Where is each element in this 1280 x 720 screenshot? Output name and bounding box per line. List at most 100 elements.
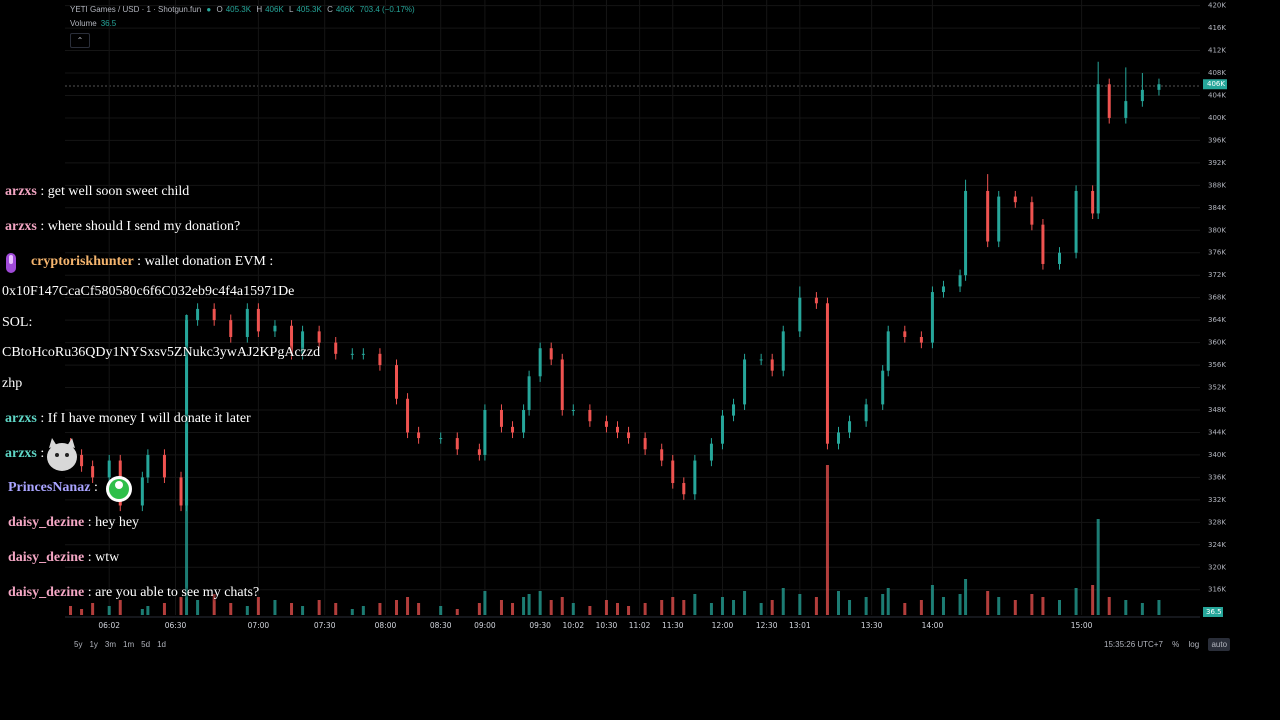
- ohlc-value: 406K: [265, 5, 284, 14]
- collapse-button[interactable]: ⌃: [70, 33, 90, 48]
- auto-button[interactable]: auto: [1208, 638, 1231, 651]
- chat-text: get well soon sweet child: [47, 184, 190, 199]
- y-tick-label: 380K: [1208, 226, 1226, 234]
- range-button[interactable]: 3m: [104, 640, 117, 649]
- range-button[interactable]: 1m: [123, 640, 135, 649]
- chat-user: PrincesNanaz: [8, 480, 98, 495]
- range-button[interactable]: 5d: [141, 640, 151, 649]
- percent-button[interactable]: %: [1172, 640, 1180, 649]
- volume-bar: [179, 597, 183, 615]
- candle-body: [549, 348, 553, 360]
- x-tick-label: 14:00: [922, 621, 944, 630]
- volume-bar: [229, 603, 233, 615]
- candle-body: [146, 454, 150, 478]
- range-button[interactable]: 5y: [74, 640, 83, 649]
- volume-bar: [80, 609, 84, 615]
- y-tick-label: 372K: [1208, 271, 1226, 279]
- volume-bar: [886, 588, 890, 615]
- candle-body: [886, 331, 890, 371]
- candle-body: [1091, 190, 1095, 214]
- chat-text: hey hey: [95, 515, 140, 530]
- volume-bar: [682, 600, 686, 615]
- x-tick-label: 12:00: [712, 621, 734, 630]
- candle-body: [571, 410, 575, 411]
- chat-text: If I have money I will donate it later: [47, 411, 251, 426]
- x-tick-label: 11:30: [662, 621, 684, 630]
- chat-message: arzxsget well soon sweet child: [5, 184, 189, 200]
- range-button[interactable]: 1y: [89, 640, 98, 649]
- candle-body: [770, 359, 774, 371]
- volume-bar: [1124, 600, 1128, 615]
- log-button[interactable]: log: [1188, 640, 1200, 649]
- y-tick-label: 364K: [1208, 316, 1226, 324]
- chat-message: PrincesNanaz: [8, 480, 98, 496]
- volume-bar: [997, 597, 1001, 615]
- ohlc-key: L: [289, 5, 294, 14]
- volume-bar: [770, 600, 774, 615]
- volume-bar: [334, 603, 338, 615]
- volume-bar: [1013, 600, 1017, 615]
- volume-bar: [864, 597, 868, 615]
- candle-body: [743, 359, 747, 405]
- symbol: YETI Games / USD · 1 · Shotgun.fun: [70, 5, 202, 14]
- volume-bar: [881, 594, 885, 615]
- volume-bar: [1058, 600, 1061, 615]
- x-tick-label: 06:02: [98, 621, 120, 630]
- volume-bar: [709, 603, 713, 615]
- price-tag: 406K: [1207, 80, 1225, 88]
- candle-body: [964, 190, 968, 276]
- volume-bar: [361, 606, 365, 615]
- volume-bar: [604, 600, 608, 615]
- volume-bar: [627, 606, 631, 615]
- volume-bar: [483, 591, 487, 615]
- candle-body: [273, 325, 277, 332]
- x-tick-label: 11:02: [629, 621, 651, 630]
- candle-body: [1096, 84, 1100, 214]
- chat-user: arzxs: [5, 446, 44, 461]
- volume-bar: [350, 609, 354, 615]
- volume-bar: [477, 603, 481, 615]
- change: 703.4 (−0.17%): [359, 5, 415, 14]
- candle-body: [317, 331, 321, 343]
- candle-body: [499, 410, 503, 427]
- volume-bar: [69, 606, 73, 615]
- candle-body: [483, 410, 487, 455]
- range-button[interactable]: 1d: [157, 640, 166, 649]
- volume-bar: [538, 591, 542, 615]
- candle-body: [290, 325, 294, 354]
- candle-body: [212, 308, 216, 321]
- volume-bar: [91, 603, 95, 615]
- y-tick-label: 360K: [1208, 339, 1226, 347]
- volume-bar: [118, 600, 122, 615]
- y-tick-label: 400K: [1208, 114, 1226, 122]
- volume-bar: [848, 600, 852, 615]
- volume-bar: [1091, 585, 1095, 615]
- candle-body: [522, 410, 526, 433]
- volume-bar: [1140, 603, 1144, 615]
- volume-bar: [660, 600, 664, 615]
- chat-message: daisy_dezineare you able to see my chats…: [8, 585, 259, 601]
- y-tick-label: 404K: [1208, 91, 1226, 99]
- volume-bar: [919, 600, 923, 615]
- candle-body: [80, 454, 84, 467]
- candle-body: [997, 196, 1001, 242]
- volume-bar: [1041, 597, 1045, 615]
- chat-message: arzxs: [5, 446, 44, 462]
- candle-body: [140, 477, 144, 506]
- range-bar: 5y 1y 3m 1m 5d 1d: [74, 640, 173, 649]
- volume-bar: [290, 603, 294, 615]
- chat-text: CBtoHcoRu36QDy1NYSxsv5ZNukc3ywAJ2KPgAczz…: [2, 345, 321, 360]
- chat-text: wallet donation EVM :: [144, 254, 274, 269]
- volume-legend: Volume 36.5: [70, 19, 116, 28]
- volume-bar: [930, 585, 934, 615]
- volume-bar: [140, 609, 144, 615]
- candle-body: [732, 404, 736, 416]
- y-tick-label: 336K: [1208, 473, 1226, 481]
- volume-bar: [616, 603, 619, 615]
- volume-bar: [273, 600, 277, 615]
- y-tick-label: 368K: [1208, 294, 1226, 302]
- ohlc-key: O: [216, 5, 223, 14]
- volume-bar: [196, 600, 200, 615]
- x-tick-label: 13:30: [861, 621, 883, 630]
- volume-tag-bg: [1203, 607, 1223, 617]
